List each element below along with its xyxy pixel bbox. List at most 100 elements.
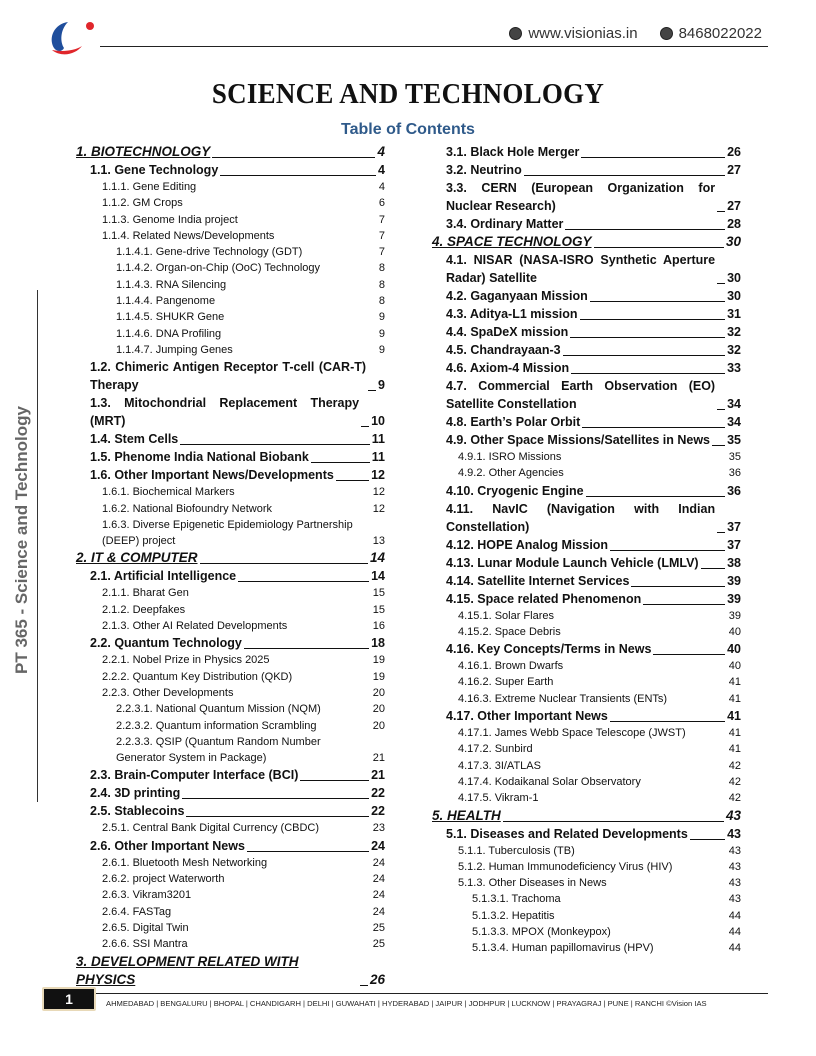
toc-entry[interactable]: 4.16. Key Concepts/Terms in News 40 (432, 640, 741, 658)
toc-entry[interactable]: 5.1.3.2. Hepatitis 44 (432, 908, 741, 924)
toc-entry[interactable]: 4.3. Aditya-L1 mission 31 (432, 305, 741, 323)
toc-entry[interactable]: 1.1. Gene Technology 4 (76, 161, 385, 179)
toc-entry[interactable]: 1. BIOTECHNOLOGY 4 (76, 143, 385, 161)
toc-entry[interactable]: 4.9. Other Space Missions/Satellites in … (432, 431, 741, 449)
toc-entry-page: 27 (727, 163, 741, 177)
toc-entry[interactable]: 2.2.1. Nobel Prize in Physics 2025 19 (76, 652, 385, 668)
toc-entry[interactable]: 1.1.4.4. Pangenome 8 (76, 293, 385, 309)
toc-entry[interactable]: 4.17.1. James Webb Space Telescope (JWST… (432, 725, 741, 741)
toc-entry[interactable]: 4.17.2. Sunbird 41 (432, 741, 741, 757)
toc-entry[interactable]: 2.2.3.3. QSIP (Quantum Random Number Gen… (76, 734, 385, 767)
toc-entry[interactable]: 4.16.1. Brown Dwarfs 40 (432, 658, 741, 674)
toc-entry[interactable]: 2.6.4. FASTag 24 (76, 904, 385, 920)
toc-entry[interactable]: 1.1.4. Related News/Developments 7 (76, 228, 385, 244)
toc-entry[interactable]: 1.3. Mitochondrial Replacement Therapy (… (76, 394, 385, 430)
toc-entry[interactable]: 4.1. NISAR (NASA-ISRO Synthetic Aperture… (432, 251, 741, 287)
toc-entry[interactable]: 5. HEALTH 43 (432, 807, 741, 825)
toc-entry[interactable]: 2.6.5. Digital Twin 25 (76, 920, 385, 936)
toc-entry[interactable]: 4.16.2. Super Earth 41 (432, 674, 741, 690)
toc-entry[interactable]: 2.2. Quantum Technology 18 (76, 634, 385, 652)
toc-entry[interactable]: 2.6.1. Bluetooth Mesh Networking 24 (76, 855, 385, 871)
toc-entry[interactable]: 4.14. Satellite Internet Services 39 (432, 572, 741, 590)
toc-entry[interactable]: 4.4. SpaDeX mission 32 (432, 323, 741, 341)
toc-entry[interactable]: 3.1. Black Hole Merger 26 (432, 143, 741, 161)
toc-entry[interactable]: 4.11. NavIC (Navigation with Indian Cons… (432, 500, 741, 536)
toc-entry[interactable]: 4.17. Other Important News 41 (432, 707, 741, 725)
toc-entry[interactable]: 5.1.3. Other Diseases in News 43 (432, 875, 741, 891)
toc-entry[interactable]: 5.1.3.4. Human papillomavirus (HPV) 44 (432, 940, 741, 956)
toc-entry[interactable]: 2.6. Other Important News 24 (76, 837, 385, 855)
website-link[interactable]: www.visionias.in (528, 25, 638, 42)
toc-entry[interactable]: 2.2.3.1. National Quantum Mission (NQM) 2… (76, 701, 385, 717)
toc-entry[interactable]: 1.1.4.2. Organ-on-Chip (OoC) Technology 8 (76, 260, 385, 276)
toc-entry[interactable]: 1.1.3. Genome India project 7 (76, 212, 385, 228)
toc-entry[interactable]: 2.1.1. Bharat Gen 15 (76, 585, 385, 601)
toc-entry[interactable]: 1.1.4.3. RNA Silencing 8 (76, 277, 385, 293)
toc-entry[interactable]: 4.17.5. Vikram-1 42 (432, 790, 741, 806)
toc-entry[interactable]: 1.4. Stem Cells 11 (76, 430, 385, 448)
toc-entry-title: 4. SPACE TECHNOLOGY (432, 234, 592, 249)
toc-entry[interactable]: 4.9.1. ISRO Missions 35 (432, 449, 741, 465)
toc-entry[interactable]: 3.3. CERN (European Organization for Nuc… (432, 179, 741, 215)
toc-entry[interactable]: 4.15. Space related Phenomenon 39 (432, 590, 741, 608)
toc-leader (368, 390, 377, 392)
toc-entry[interactable]: 2.2.3.2. Quantum information Scrambling 2… (76, 718, 385, 734)
toc-entry[interactable]: 2.3. Brain-Computer Interface (BCI) 21 (76, 766, 385, 784)
toc-entry[interactable]: 2.6.3. Vikram3201 24 (76, 887, 385, 903)
toc-entry[interactable]: 2.2.3. Other Developments 20 (76, 685, 385, 701)
toc-entry[interactable]: 4.9.2. Other Agencies 36 (432, 465, 741, 481)
toc-entry[interactable]: 1.2. Chimeric Antigen Receptor T-cell (C… (76, 358, 385, 394)
toc-entry[interactable]: 2.1. Artificial Intelligence 14 (76, 567, 385, 585)
toc-entry-title: 1.4. Stem Cells (90, 432, 179, 447)
toc-leader (220, 175, 377, 176)
toc-entry[interactable]: 4.15.2. Space Debris 40 (432, 624, 741, 640)
toc-entry[interactable]: 4.6. Axiom-4 Mission 33 (432, 359, 741, 377)
toc-entry[interactable]: 4.15.1. Solar Flares 39 (432, 608, 741, 624)
toc-entry[interactable]: 4.5. Chandrayaan-3 32 (432, 341, 741, 359)
toc-entry-title: 4.7. Commercial Earth Observation (EO) S… (446, 379, 716, 411)
toc-entry-title: 2.6.6. SSI Mantra (102, 938, 188, 951)
toc-entry[interactable]: 2.1.3. Other AI Related Developments 16 (76, 618, 385, 634)
toc-entry[interactable]: 3.2. Neutrino 27 (432, 161, 741, 179)
toc-entry[interactable]: 4.2. Gaganyaan Mission 30 (432, 287, 741, 305)
toc-entry[interactable]: 5.1.2. Human Immunodeficiency Virus (HIV… (432, 859, 741, 875)
toc-entry[interactable]: 5.1. Diseases and Related Developments 43 (432, 825, 741, 843)
toc-entry[interactable]: 1.1.4.7. Jumping Genes 9 (76, 342, 385, 358)
toc-entry[interactable]: 5.1.3.3. MPOX (Monkeypox) 44 (432, 924, 741, 940)
toc-entry[interactable]: 4.17.3. 3I/ATLAS 42 (432, 758, 741, 774)
toc-entry[interactable]: 1.1.1. Gene Editing 4 (76, 179, 385, 195)
toc-entry[interactable]: 4.10. Cryogenic Engine 36 (432, 482, 741, 500)
toc-entry[interactable]: 2.2.2. Quantum Key Distribution (QKD) 19 (76, 669, 385, 685)
toc-entry[interactable]: 3.4. Ordinary Matter 28 (432, 215, 741, 233)
toc-leader (689, 838, 726, 840)
toc-entry[interactable]: 2.1.2. Deepfakes 15 (76, 602, 385, 618)
toc-entry[interactable]: 4. SPACE TECHNOLOGY 30 (432, 233, 741, 251)
toc-entry-title: 2.2.1. Nobel Prize in Physics 2025 (102, 654, 270, 667)
toc-entry[interactable]: 5.1.1. Tuberculosis (TB) 43 (432, 843, 741, 859)
toc-entry[interactable]: 2.6.6. SSI Mantra 25 (76, 936, 385, 952)
toc-entry[interactable]: 2. IT & COMPUTER 14 (76, 549, 385, 567)
toc-entry[interactable]: 4.16.3. Extreme Nuclear Transients (ENTs… (432, 691, 741, 707)
toc-entry[interactable]: 4.17.4. Kodaikanal Solar Observatory 42 (432, 774, 741, 790)
toc-entry[interactable]: 2.5.1. Central Bank Digital Currency (CB… (76, 820, 385, 836)
toc-entry[interactable]: 1.1.4.5. SHUKR Gene 9 (76, 309, 385, 325)
toc-entry[interactable]: 2.5. Stablecoins 22 (76, 802, 385, 820)
toc-entry[interactable]: 4.8. Earth’s Polar Orbit 34 (432, 413, 741, 431)
toc-entry[interactable]: 5.1.3.1. Trachoma 43 (432, 891, 741, 907)
toc-entry[interactable]: 1.1.4.1. Gene-drive Technology (GDT) 7 (76, 244, 385, 260)
toc-entry[interactable]: 4.12. HOPE Analog Mission 37 (432, 536, 741, 554)
toc-entry[interactable]: 4.13. Lunar Module Launch Vehicle (LMLV)… (432, 554, 741, 572)
toc-entry[interactable]: 1.6.2. National Biofoundry Network 12 (76, 501, 385, 517)
toc-entry[interactable]: 1.6. Other Important News/Developments 12 (76, 466, 385, 484)
side-label: PT 365 - Science and Technology (12, 406, 31, 674)
toc-entry[interactable]: 1.5. Phenome India National Biobank 11 (76, 448, 385, 466)
toc-entry[interactable]: 1.1.2. GM Crops 6 (76, 195, 385, 211)
toc-entry[interactable]: 1.6.3. Diverse Epigenetic Epidemiology P… (76, 517, 385, 550)
toc-entry[interactable]: 3. DEVELOPMENT RELATED WITH PHYSICS 26 (76, 953, 385, 989)
toc-entry[interactable]: 2.6.2. project Waterworth 24 (76, 871, 385, 887)
toc-entry[interactable]: 4.7. Commercial Earth Observation (EO) S… (432, 377, 741, 413)
toc-entry[interactable]: 2.4. 3D printing 22 (76, 784, 385, 802)
toc-leader (712, 445, 726, 446)
toc-entry[interactable]: 1.6.1. Biochemical Markers 12 (76, 484, 385, 500)
toc-entry[interactable]: 1.1.4.6. DNA Profiling 9 (76, 326, 385, 342)
